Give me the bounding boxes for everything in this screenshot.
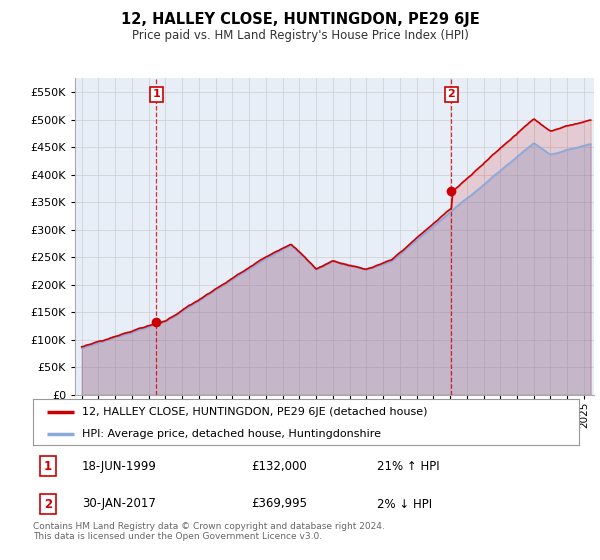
Text: Contains HM Land Registry data © Crown copyright and database right 2024.
This d: Contains HM Land Registry data © Crown c… — [33, 522, 385, 542]
Text: HPI: Average price, detached house, Huntingdonshire: HPI: Average price, detached house, Hunt… — [82, 429, 381, 438]
Text: 2: 2 — [44, 497, 52, 511]
Text: Price paid vs. HM Land Registry's House Price Index (HPI): Price paid vs. HM Land Registry's House … — [131, 29, 469, 42]
Text: 2: 2 — [448, 90, 455, 100]
Text: 21% ↑ HPI: 21% ↑ HPI — [377, 460, 440, 473]
Text: £132,000: £132,000 — [251, 460, 307, 473]
Text: 2% ↓ HPI: 2% ↓ HPI — [377, 497, 432, 511]
Text: 12, HALLEY CLOSE, HUNTINGDON, PE29 6JE: 12, HALLEY CLOSE, HUNTINGDON, PE29 6JE — [121, 12, 479, 27]
Text: 18-JUN-1999: 18-JUN-1999 — [82, 460, 157, 473]
Text: £369,995: £369,995 — [251, 497, 307, 511]
Text: 1: 1 — [44, 460, 52, 473]
Text: 30-JAN-2017: 30-JAN-2017 — [82, 497, 156, 511]
Text: 12, HALLEY CLOSE, HUNTINGDON, PE29 6JE (detached house): 12, HALLEY CLOSE, HUNTINGDON, PE29 6JE (… — [82, 407, 428, 417]
Text: 1: 1 — [152, 90, 160, 100]
